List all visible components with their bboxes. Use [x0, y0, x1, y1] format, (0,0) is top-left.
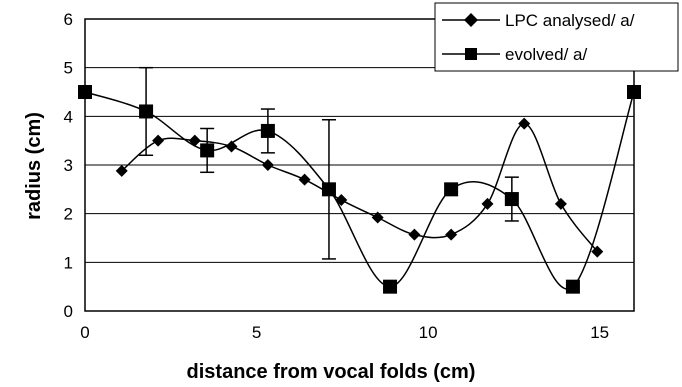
data-point-evolved-5 [383, 279, 398, 294]
data-point-evolved-4 [321, 182, 336, 197]
data-point-evolved-9 [627, 85, 641, 99]
data-point-lpc-5 [298, 173, 311, 186]
data-point-lpc-8 [408, 228, 421, 241]
data-point-lpc-1 [152, 134, 165, 147]
y-tick-label-6: 6 [64, 10, 73, 29]
series-markers [78, 85, 641, 294]
y-axis-title: radius (cm) [23, 112, 45, 220]
y-tick-label-5: 5 [64, 59, 73, 78]
x-tick-label-10: 10 [419, 323, 438, 342]
y-tick-label-1: 1 [64, 253, 73, 272]
data-point-evolved-8 [565, 279, 580, 294]
gridlines [85, 67, 634, 263]
data-point-lpc-13 [591, 245, 604, 258]
data-point-lpc-6 [335, 194, 348, 207]
data-point-lpc-7 [371, 211, 384, 224]
series-line-1 [84, 91, 635, 290]
x-tick-label-5: 5 [252, 323, 261, 342]
x-tick-label-15: 15 [590, 323, 609, 342]
legend-label-evolved: evolved/ a/ [505, 45, 587, 64]
data-point-lpc-9 [445, 228, 458, 241]
error-bars [139, 66, 519, 260]
data-point-lpc-2 [188, 134, 201, 147]
x-axis-title: distance from vocal folds (cm) [187, 361, 476, 383]
y-tick-label-4: 4 [64, 107, 73, 126]
data-point-lpc-10 [481, 197, 494, 210]
data-point-evolved-1 [139, 104, 154, 119]
plot-frame [84, 18, 635, 312]
data-point-lpc-12 [554, 197, 567, 210]
data-point-evolved-3 [260, 123, 275, 138]
legend: LPC analysed/ a/ evolved/ a/ [434, 2, 679, 72]
legend-label-lpc: LPC analysed/ a/ [505, 11, 635, 30]
x-tick-label-0: 0 [80, 323, 89, 342]
data-point-lpc-4 [261, 159, 274, 171]
y-tick-label-2: 2 [64, 205, 73, 224]
series-lines [84, 91, 635, 290]
legend-diamond-marker [464, 13, 478, 27]
plot-area-border [84, 18, 635, 312]
data-point-lpc-0 [115, 164, 128, 177]
y-tick-label-3: 3 [64, 156, 73, 175]
y-axis-ticks: 0 1 2 3 4 5 6 [64, 10, 73, 321]
x-axis-ticks: 0 5 10 15 [80, 323, 609, 342]
data-point-lpc-3 [225, 140, 238, 153]
data-point-evolved-0 [78, 85, 92, 99]
data-point-evolved-6 [444, 182, 459, 197]
data-point-lpc-11 [518, 117, 531, 130]
legend-square-marker [465, 48, 477, 60]
data-point-evolved-7 [504, 192, 519, 207]
y-tick-label-0: 0 [64, 302, 73, 321]
data-point-evolved-2 [200, 143, 215, 158]
